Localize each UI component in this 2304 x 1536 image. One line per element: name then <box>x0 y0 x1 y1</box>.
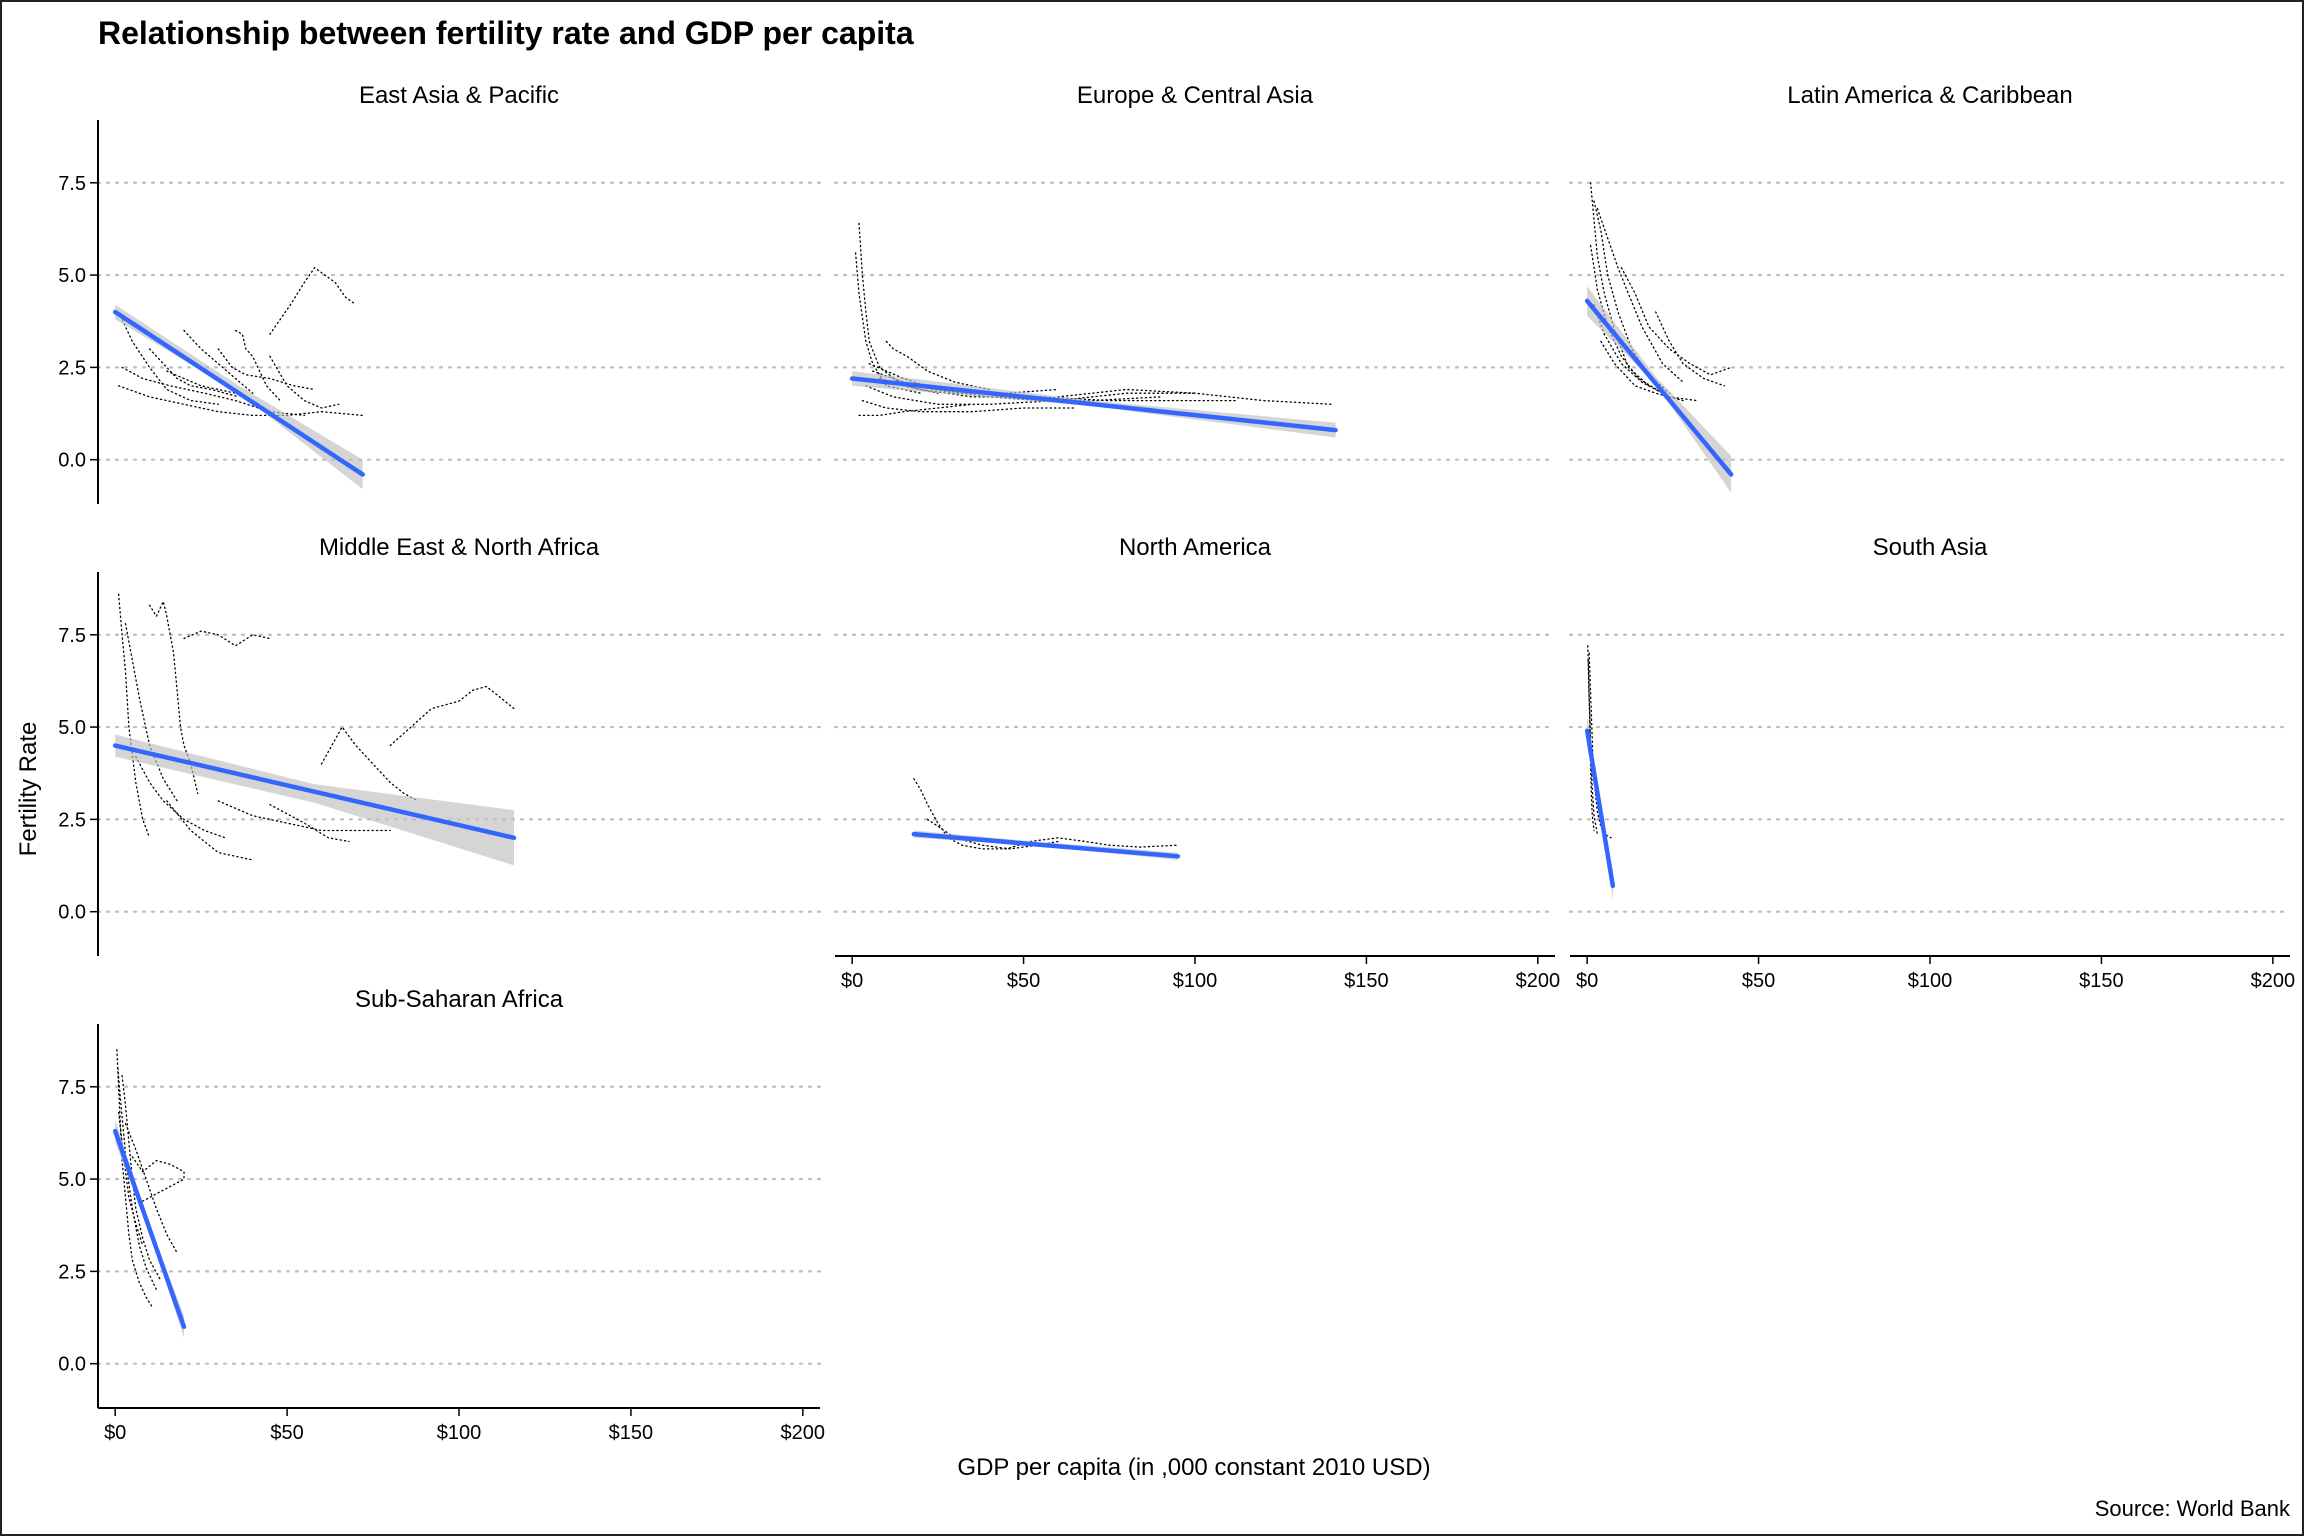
country-trace <box>124 1123 178 1254</box>
country-trace <box>885 340 990 391</box>
facet-panel: Europe & Central Asia <box>833 82 1557 461</box>
facet-panel: East Asia & Pacific 0.0 2.5 5.0 7.5 <box>58 82 822 504</box>
x-tick-label: $200 <box>781 1422 826 1444</box>
country-trace <box>148 599 199 795</box>
country-trace <box>135 755 226 839</box>
x-tick-label: $50 <box>1742 970 1775 992</box>
facet-label: Latin America & Caribbean <box>1787 82 2073 109</box>
y-tick-label: 2.5 <box>58 357 86 379</box>
y-tick-label: 0.0 <box>58 1354 86 1376</box>
y-tick-label: 7.5 <box>58 173 86 195</box>
y-axis-title: Fertility Rate <box>15 722 42 857</box>
x-tick-label: $200 <box>1516 970 1561 992</box>
country-trace <box>117 385 364 417</box>
x-tick-label: $150 <box>1344 970 1389 992</box>
country-trace <box>117 593 151 839</box>
country-trace <box>269 355 340 409</box>
y-tick-label: 0.0 <box>58 450 86 472</box>
facet-label: Sub-Saharan Africa <box>355 986 564 1013</box>
country-trace <box>234 329 281 402</box>
country-trace <box>269 803 350 843</box>
facet-label: Middle East & North Africa <box>319 534 600 561</box>
y-tick-label: 0.0 <box>58 902 86 924</box>
trend-line <box>1584 728 1616 889</box>
x-axis-title: GDP per capita (in ,000 constant 2010 US… <box>957 1454 1430 1481</box>
trend-line <box>911 831 1181 859</box>
plot-layer: East Asia & Pacific 0.0 2.5 5.0 7.5 Europe & … <box>58 82 2295 1444</box>
country-trace <box>269 266 357 335</box>
country-trace <box>858 403 973 417</box>
trend-line <box>1584 298 1734 477</box>
country-trace <box>131 1156 185 1202</box>
country-trace <box>117 1111 144 1247</box>
x-tick-label: $50 <box>270 1422 303 1444</box>
country-trace <box>217 348 316 391</box>
country-trace <box>121 1075 161 1280</box>
y-tick-label: 5.0 <box>58 717 86 739</box>
country-trace <box>183 329 254 394</box>
facet-label: South Asia <box>1873 534 1988 561</box>
x-tick-label: $100 <box>1908 970 1953 992</box>
country-trace <box>1587 659 1599 835</box>
chart-title: Relationship between fertility rate and … <box>98 15 914 51</box>
x-tick-label: $200 <box>2251 970 2296 992</box>
country-trace <box>861 399 1076 413</box>
country-trace <box>913 778 1179 850</box>
facet-label: East Asia & Pacific <box>359 82 559 109</box>
country-trace <box>124 623 178 802</box>
y-tick-label: 7.5 <box>58 625 86 647</box>
y-tick-label: 7.5 <box>58 1077 86 1099</box>
y-tick-label: 2.5 <box>58 1261 86 1283</box>
x-tick-label: $0 <box>841 970 863 992</box>
country-trace <box>389 685 515 747</box>
trend-line <box>112 309 365 477</box>
facet-label: North America <box>1119 534 1272 561</box>
x-tick-label: $50 <box>1007 970 1040 992</box>
y-tick-label: 5.0 <box>58 265 86 287</box>
facet-panel: South Asia $0 $50 $100 $150 $200 <box>1568 534 2296 992</box>
country-trace <box>1587 645 1595 832</box>
confidence-ribbon <box>115 734 514 866</box>
country-trace <box>1593 200 1671 394</box>
country-trace <box>854 252 922 394</box>
country-trace <box>1655 311 1725 387</box>
country-trace <box>1596 207 1684 383</box>
facet-panel: Middle East & North Africa 0.0 2.5 5.0 7.5 <box>58 534 822 956</box>
country-trace <box>166 800 254 861</box>
country-trace <box>1057 388 1333 405</box>
facet-panel: North America $0 $50 $100 $150 $200 <box>833 534 1561 992</box>
x-tick-label: $0 <box>104 1422 126 1444</box>
x-tick-label: $0 <box>1576 970 1598 992</box>
country-trace <box>1589 182 1650 387</box>
facet-label: Europe & Central Asia <box>1077 82 1314 109</box>
source-caption: Source: World Bank <box>2095 1496 2291 1521</box>
confidence-ribbon <box>1587 286 1732 493</box>
country-trace <box>117 311 219 405</box>
country-trace <box>217 800 391 832</box>
x-tick-label: $100 <box>437 1422 482 1444</box>
x-tick-label: $150 <box>609 1422 654 1444</box>
y-tick-label: 5.0 <box>58 1169 86 1191</box>
x-tick-label: $100 <box>1173 970 1218 992</box>
country-trace <box>183 630 271 647</box>
country-trace <box>872 370 1059 394</box>
trend-line <box>849 376 1338 433</box>
facet-panel: Latin America & Caribbean <box>1568 82 2292 493</box>
country-trace <box>117 1067 158 1291</box>
facet-panel: Sub-Saharan Africa 0.0 2.5 5.0 7.5 $0 $50 $100 $… <box>58 986 825 1444</box>
y-tick-label: 2.5 <box>58 809 86 831</box>
trend-line <box>112 743 517 841</box>
trend-line <box>112 1128 187 1330</box>
country-trace <box>148 348 240 398</box>
x-tick-label: $150 <box>2079 970 2124 992</box>
country-trace <box>116 1049 154 1309</box>
country-trace <box>865 385 1196 405</box>
